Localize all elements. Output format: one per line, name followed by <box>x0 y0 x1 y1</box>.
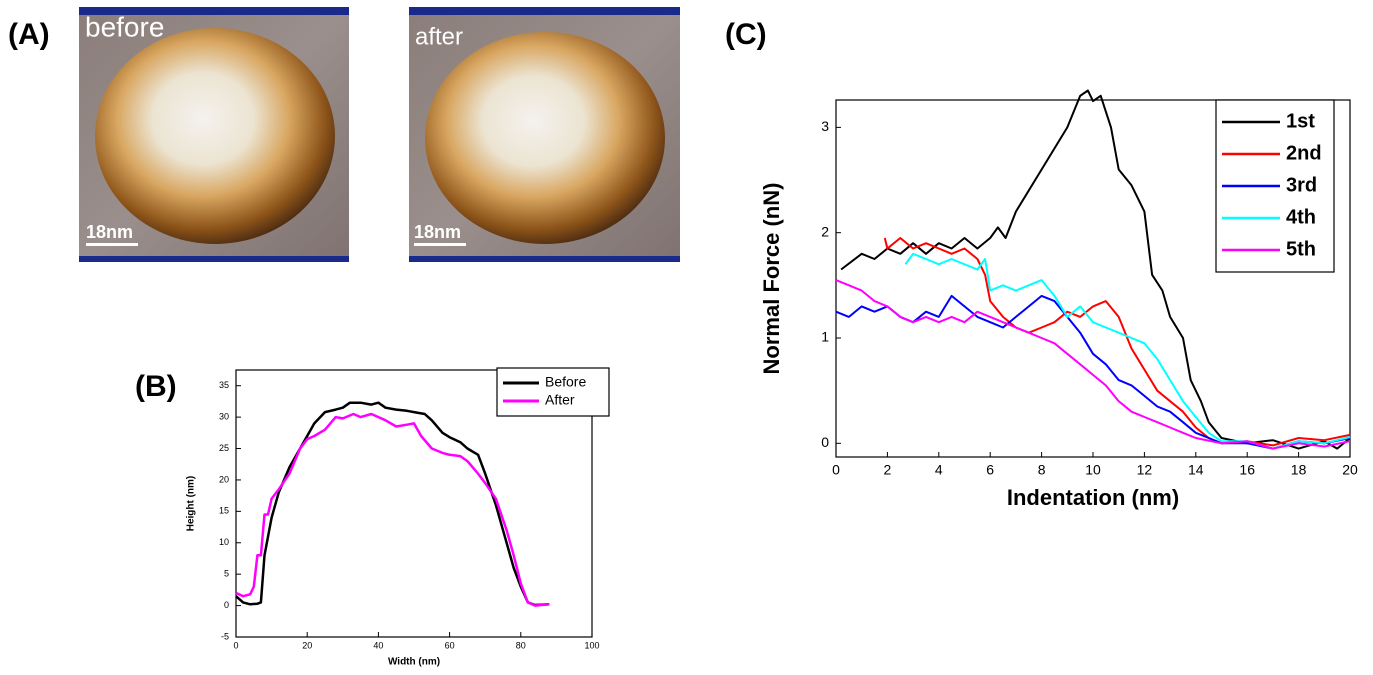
afm-image: before 18nm <box>79 7 349 262</box>
data-line <box>835 294 1351 450</box>
x-tick-label: 12 <box>1137 462 1153 478</box>
y-tick-label: 10 <box>219 537 229 547</box>
x-tick-label: 20 <box>1342 462 1358 478</box>
y-tick-label: 30 <box>219 411 229 421</box>
x-tick-label: 60 <box>445 640 455 650</box>
legend-label: 1st <box>1286 110 1315 132</box>
data-line <box>235 401 550 607</box>
x-tick-label: 2 <box>884 462 892 478</box>
panel-label: (B) <box>135 370 177 403</box>
x-tick-label: 6 <box>986 462 994 478</box>
data-line <box>904 252 1351 450</box>
x-tick-label: 14 <box>1188 462 1204 478</box>
y-tick-label: 3 <box>821 118 829 134</box>
x-axis-label: Indentation (nm) <box>1007 485 1179 510</box>
x-tick-label: 40 <box>373 640 383 650</box>
y-tick-label: 15 <box>219 506 229 516</box>
data-line <box>235 412 550 607</box>
data-line <box>840 89 1351 450</box>
x-tick-label: 4 <box>935 462 943 478</box>
afm-image: after 18nm <box>409 7 680 262</box>
y-tick-label: 0 <box>821 434 829 450</box>
y-tick-label: 20 <box>219 474 229 484</box>
y-tick-label: 35 <box>219 380 229 390</box>
x-tick-label: 16 <box>1239 462 1255 478</box>
y-axis-label: Height (nm) <box>186 476 197 532</box>
image-caption: before <box>85 11 164 42</box>
scale-bar-label: 18nm <box>86 222 133 242</box>
y-tick-label: 0 <box>224 600 229 610</box>
y-tick-label: 25 <box>219 443 229 453</box>
scale-bar-label: 18nm <box>414 222 461 242</box>
data-line <box>835 279 1351 450</box>
x-tick-label: 10 <box>1085 462 1101 478</box>
panel-label: (A) <box>8 18 50 51</box>
y-axis-label: Normal Force (nN) <box>759 183 784 375</box>
x-tick-label: 8 <box>1038 462 1046 478</box>
legend-label: After <box>545 392 575 408</box>
plot-frame <box>235 369 593 638</box>
scale-bar <box>86 243 138 246</box>
legend-label: 5th <box>1286 238 1316 260</box>
x-tick-label: 0 <box>233 640 238 650</box>
y-tick-label: 2 <box>821 223 829 239</box>
y-tick-label: 1 <box>821 329 829 345</box>
x-tick-label: 20 <box>302 640 312 650</box>
legend-label: 4th <box>1286 206 1316 228</box>
x-tick-label: 0 <box>832 462 840 478</box>
image-caption: after <box>415 23 463 50</box>
x-tick-label: 80 <box>516 640 526 650</box>
x-tick-label: 18 <box>1291 462 1307 478</box>
legend-box <box>496 367 610 417</box>
legend-label: 2nd <box>1286 142 1322 164</box>
x-axis-label: Width (nm) <box>388 657 440 668</box>
y-tick-label: 5 <box>224 569 229 579</box>
scale-bar <box>414 243 466 246</box>
panel-label: (C) <box>725 18 767 51</box>
y-tick-label: -5 <box>221 631 229 641</box>
legend-label: 3rd <box>1286 174 1317 196</box>
x-tick-label: 100 <box>584 640 599 650</box>
legend-label: Before <box>545 374 586 390</box>
